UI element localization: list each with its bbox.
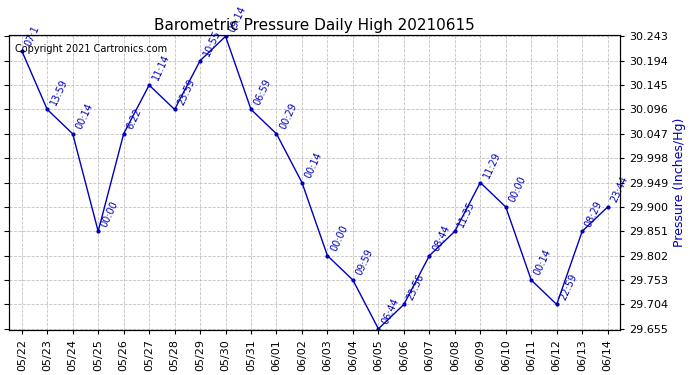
Text: 13:59: 13:59 [48, 77, 70, 106]
Text: 00:14: 00:14 [74, 102, 95, 131]
Text: 00:00: 00:00 [507, 175, 528, 204]
Text: 00:29: 00:29 [278, 102, 299, 131]
Text: 09:59: 09:59 [354, 248, 375, 277]
Text: 22:59: 22:59 [558, 272, 579, 302]
Text: Copyright 2021 Cartronics.com: Copyright 2021 Cartronics.com [15, 44, 167, 54]
Text: 08:29: 08:29 [584, 199, 604, 228]
Text: 08:44: 08:44 [431, 224, 451, 253]
Text: 09:14: 09:14 [227, 4, 248, 33]
Text: 11:14: 11:14 [150, 53, 171, 82]
Text: 6:22: 6:22 [125, 107, 144, 131]
Y-axis label: Pressure (Inches/Hg): Pressure (Inches/Hg) [673, 118, 686, 247]
Text: 00:00: 00:00 [329, 224, 350, 253]
Title: Barometric Pressure Daily High 20210615: Barometric Pressure Daily High 20210615 [155, 18, 475, 33]
Text: 11:35: 11:35 [456, 199, 477, 228]
Text: 07:1: 07:1 [23, 24, 41, 48]
Text: 00:14: 00:14 [533, 248, 553, 277]
Text: 23:44: 23:44 [609, 175, 630, 204]
Text: 00:14: 00:14 [304, 150, 324, 180]
Text: 11:29: 11:29 [482, 150, 502, 180]
Text: 23:59: 23:59 [176, 77, 197, 106]
Text: 23:56: 23:56 [405, 272, 426, 302]
Text: 06:59: 06:59 [253, 77, 273, 106]
Text: 00:00: 00:00 [99, 199, 120, 228]
Text: 10:55: 10:55 [201, 28, 222, 58]
Text: 06:44: 06:44 [380, 297, 401, 326]
